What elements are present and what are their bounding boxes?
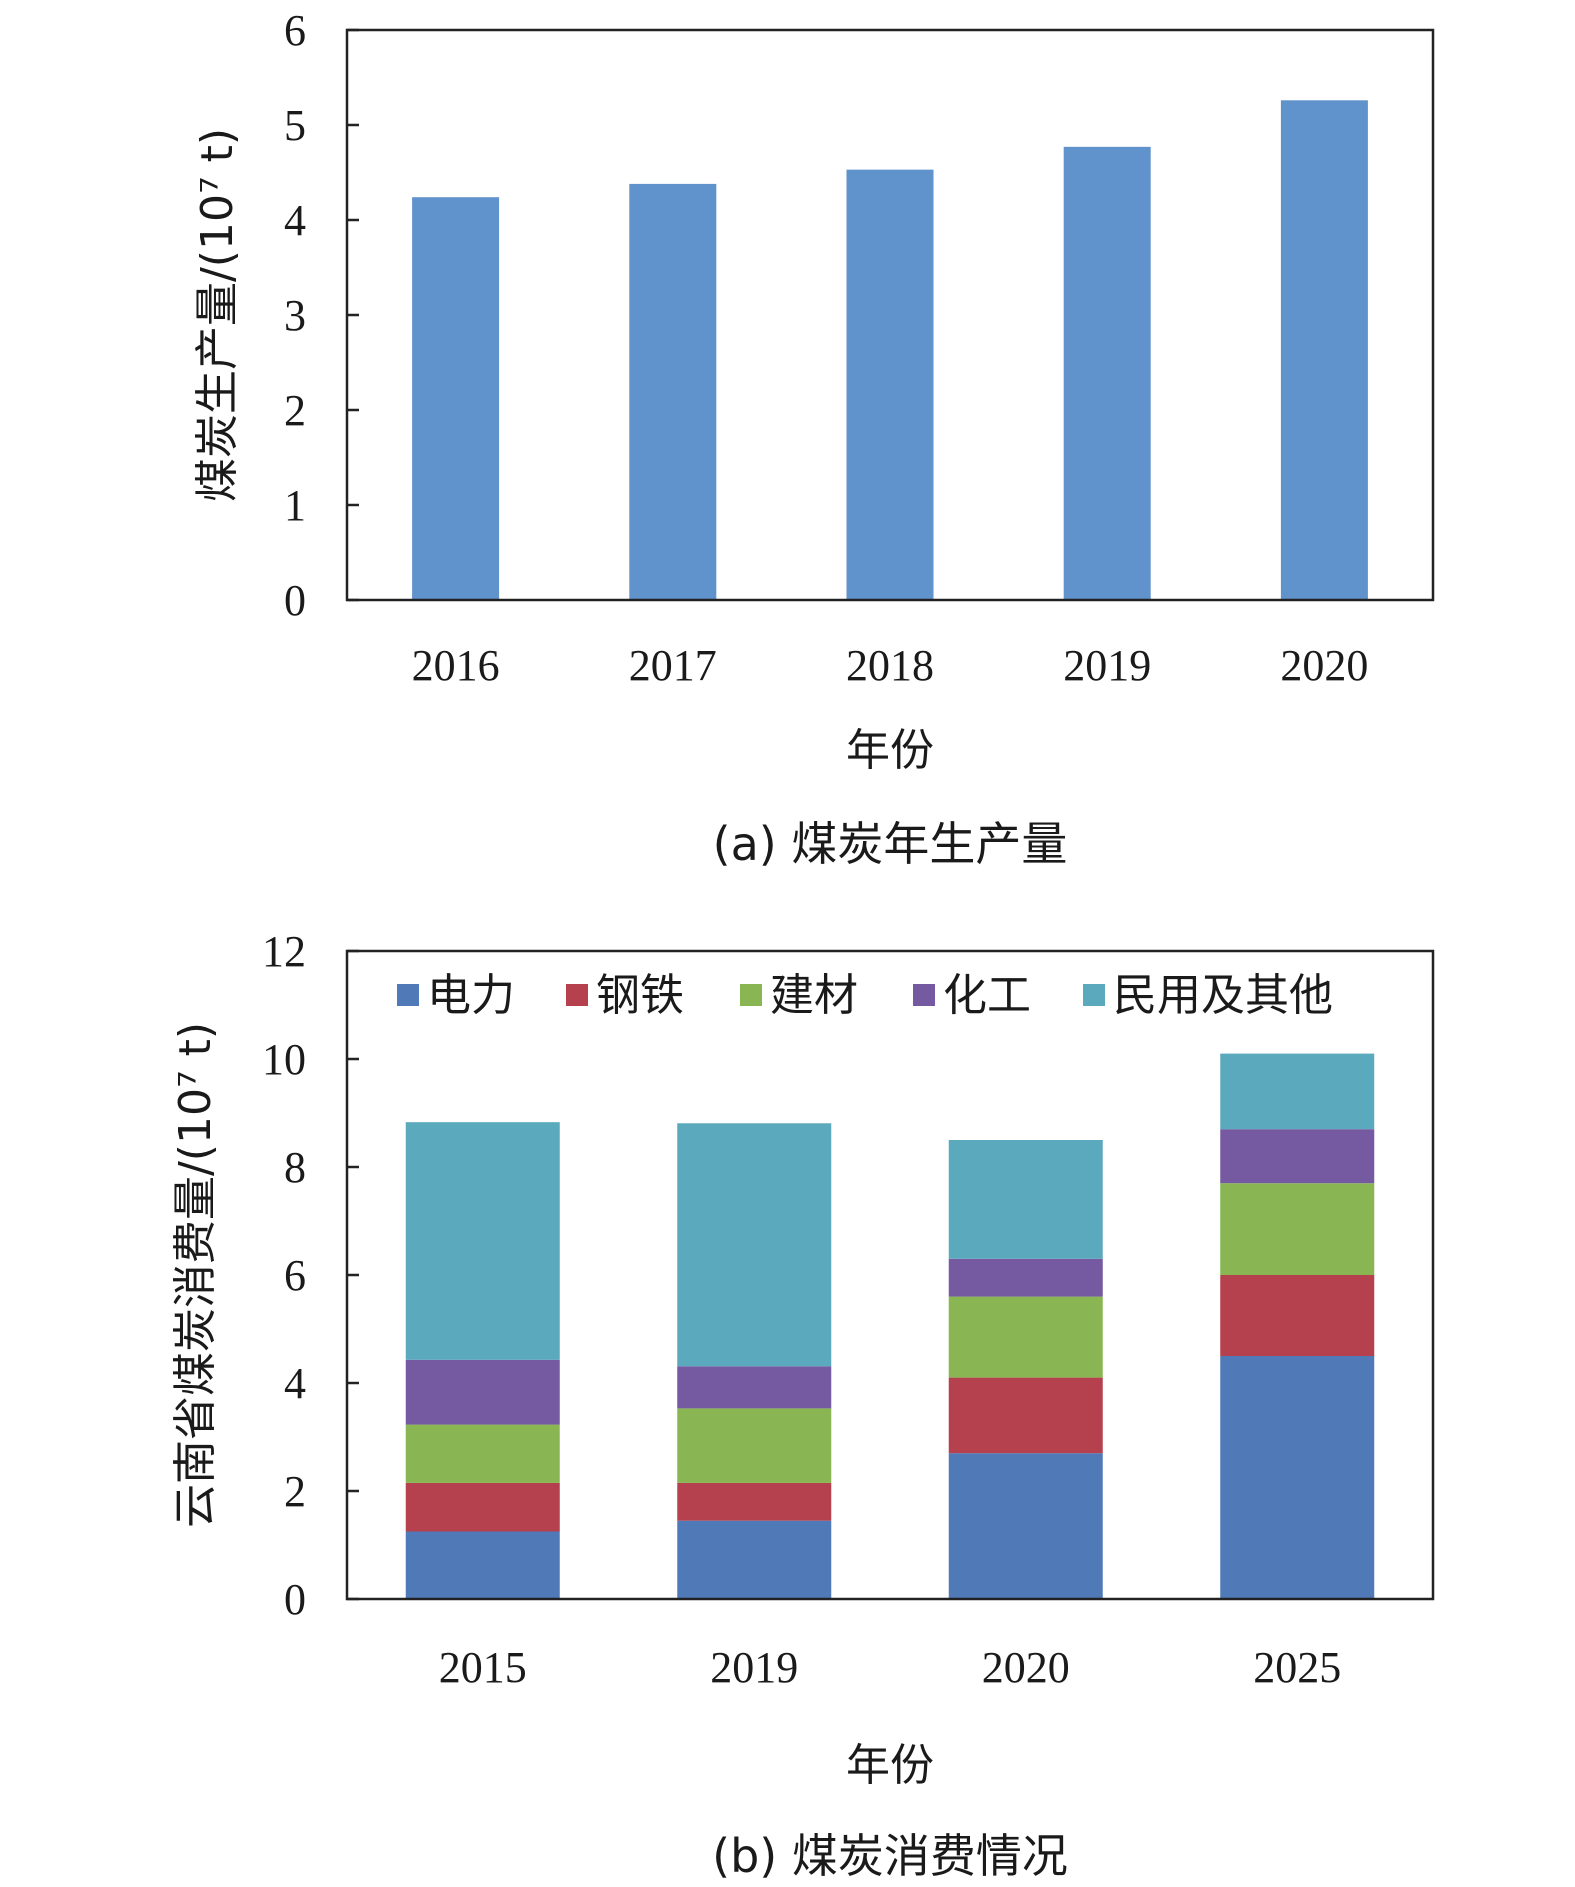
x-tick-label-2020: 2020 xyxy=(1280,641,1368,690)
y-tick-label-4: 4 xyxy=(284,196,306,245)
bar-2019-series-1 xyxy=(677,1482,832,1521)
bar-2020-series-1 xyxy=(948,1377,1103,1454)
chart-a-x-ticks: 2016 2017 2018 2019 2020 xyxy=(412,641,1369,690)
x-tick-label-2019: 2019 xyxy=(1063,641,1151,690)
legend-label-4: 民用及其他 xyxy=(1113,970,1333,1021)
bar-2025-series-1 xyxy=(1220,1275,1375,1356)
chart-b-consumption: 0 2 4 6 8 10 12 2015 2019 2020 2025 电力 钢铁 建材 化工 民用及其他… xyxy=(170,927,1435,1883)
legend-label-2: 建材 xyxy=(770,970,858,1021)
bar-2019 xyxy=(1063,146,1151,600)
legend-swatch-3 xyxy=(913,984,935,1006)
y-tick-label-6: 6 xyxy=(284,1251,306,1300)
chart-b-caption: (b) 煤炭消费情况 xyxy=(712,1829,1068,1883)
y-tick-label-1: 1 xyxy=(284,481,306,530)
y-tick-label-4: 4 xyxy=(284,1359,306,1408)
chart-a-x-axis-label: 年份 xyxy=(846,725,934,776)
legend-swatch-0 xyxy=(397,984,419,1006)
bar-2015-series-2 xyxy=(405,1424,560,1483)
y-tick-label-6: 6 xyxy=(284,6,306,55)
bar-2015-series-4 xyxy=(405,1122,560,1360)
x-tick-label-2015: 2015 xyxy=(439,1643,527,1692)
bar-2020-series-3 xyxy=(948,1258,1103,1297)
chart-a-y-axis-label: 煤炭生产量/(10⁷ t) xyxy=(192,128,243,502)
legend-swatch-4 xyxy=(1083,984,1105,1006)
x-tick-label-2016: 2016 xyxy=(412,641,500,690)
bar-2018 xyxy=(846,169,934,600)
bar-2025-series-4 xyxy=(1220,1053,1375,1130)
bar-2025-series-0 xyxy=(1220,1356,1375,1599)
chart-a-bars xyxy=(412,100,1368,601)
x-tick-label-2019: 2019 xyxy=(710,1643,798,1692)
y-tick-label-2: 2 xyxy=(284,386,306,435)
chart-b-y-axis-label: 云南省煤炭消费量/(10⁷ t) xyxy=(170,1022,221,1528)
bar-2020 xyxy=(1280,100,1368,601)
legend-swatch-2 xyxy=(740,984,762,1006)
chart-b-legend: 电力 钢铁 建材 化工 民用及其他 xyxy=(397,970,1333,1021)
bar-2016 xyxy=(412,197,500,600)
y-tick-label-2: 2 xyxy=(284,1467,306,1516)
chart-a-y-ticks: 0 1 2 3 4 5 6 xyxy=(284,6,359,625)
chart-b-x-axis-label: 年份 xyxy=(846,1740,934,1791)
legend-label-3: 化工 xyxy=(943,970,1031,1021)
bar-2015-series-1 xyxy=(405,1482,560,1532)
chart-b-bars xyxy=(405,1053,1375,1599)
legend-swatch-1 xyxy=(566,984,588,1006)
bar-2019-series-2 xyxy=(677,1408,832,1483)
y-tick-label-8: 8 xyxy=(284,1143,306,1192)
bar-2025-series-2 xyxy=(1220,1183,1375,1275)
y-tick-label-5: 5 xyxy=(284,101,306,150)
bar-2015-series-0 xyxy=(405,1531,560,1599)
bar-2025-series-3 xyxy=(1220,1129,1375,1184)
x-tick-label-2017: 2017 xyxy=(629,641,717,690)
y-tick-label-3: 3 xyxy=(284,291,306,340)
bar-2015-series-3 xyxy=(405,1359,560,1425)
bar-2020-series-0 xyxy=(948,1453,1103,1599)
chart-a-caption: (a) 煤炭年生产量 xyxy=(713,817,1068,871)
legend-label-0: 电力 xyxy=(427,970,515,1021)
bar-2017 xyxy=(629,183,717,600)
bar-2020-series-2 xyxy=(948,1296,1103,1378)
bar-2019-series-3 xyxy=(677,1366,832,1409)
x-tick-label-2025: 2025 xyxy=(1253,1643,1341,1692)
y-tick-label-0: 0 xyxy=(284,1575,306,1624)
y-tick-label-10: 10 xyxy=(262,1035,306,1084)
bar-2020-series-4 xyxy=(948,1140,1103,1259)
y-tick-label-0: 0 xyxy=(284,576,306,625)
bar-2019-series-0 xyxy=(677,1520,832,1599)
x-tick-label-2020: 2020 xyxy=(982,1643,1070,1692)
x-tick-label-2018: 2018 xyxy=(846,641,934,690)
bar-2019-series-4 xyxy=(677,1123,832,1367)
chart-b-x-ticks: 2015 2019 2020 2025 xyxy=(439,1643,1342,1692)
chart-a-production: 0 1 2 3 4 5 6 2016 2017 2018 2019 2020 煤炭生产量/(10⁷ … xyxy=(192,6,1435,871)
y-tick-label-12: 12 xyxy=(262,927,306,976)
chart-b-y-ticks: 0 2 4 6 8 10 12 xyxy=(262,927,359,1624)
legend-label-1: 钢铁 xyxy=(596,970,684,1021)
